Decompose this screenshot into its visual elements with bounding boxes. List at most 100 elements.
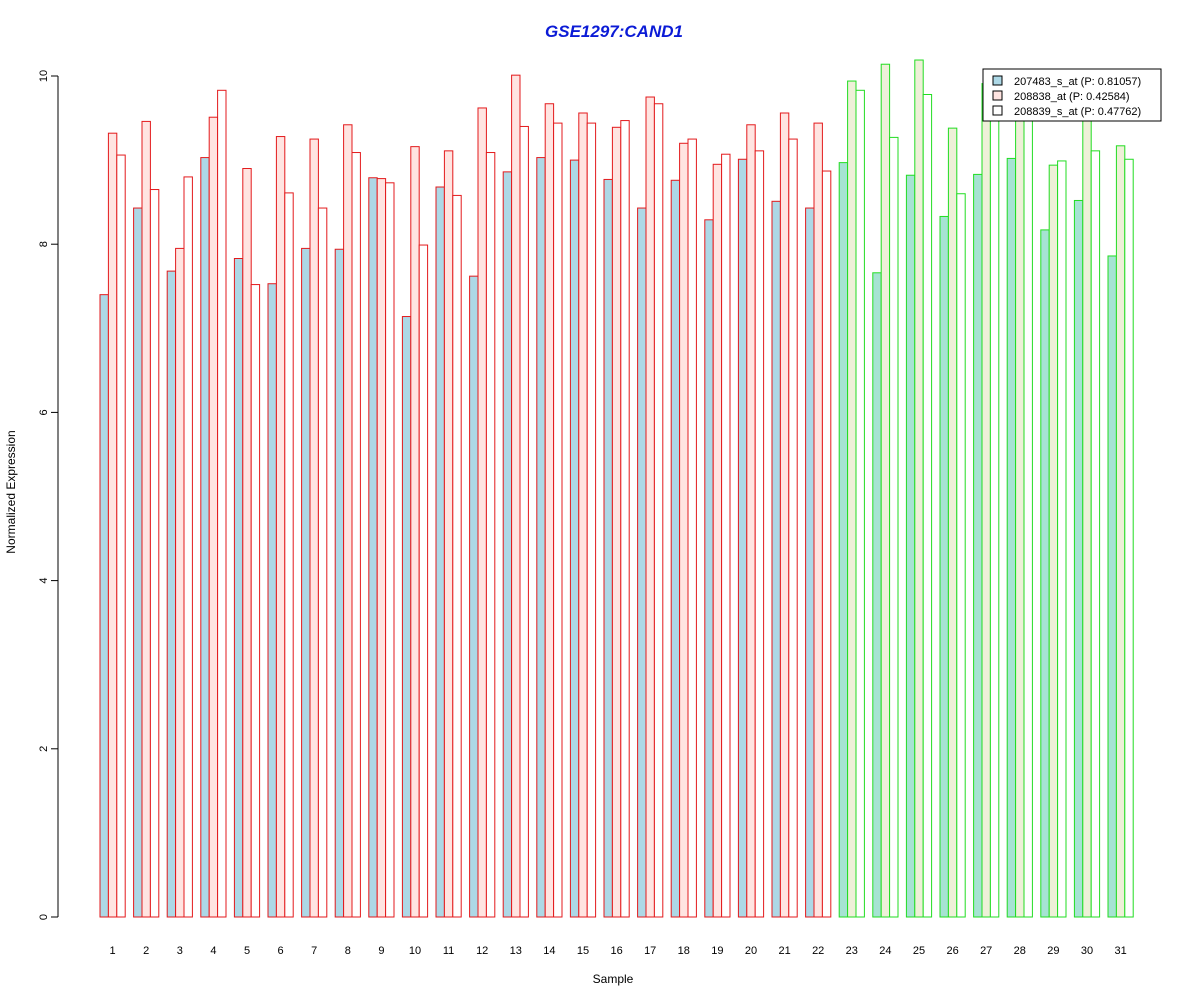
bar-series-2-sample-5 — [242, 168, 252, 918]
sample-group-30 — [1073, 107, 1101, 918]
sample-group-21 — [771, 112, 798, 918]
bar-series-2-sample-20 — [746, 124, 756, 918]
bar-series-2-sample-1 — [107, 132, 118, 918]
bar-series-group — [99, 59, 1134, 918]
bar-series-3-sample-4 — [217, 89, 227, 918]
bar-series-3-sample-10 — [418, 244, 429, 918]
x-tick-label: 15 — [577, 945, 589, 957]
bar-series-2-sample-9 — [376, 178, 387, 918]
bar-series-1-sample-20 — [737, 158, 748, 918]
sample-group-19 — [704, 153, 731, 918]
x-tick-label: 23 — [846, 945, 858, 957]
bar-series-2-sample-19 — [712, 163, 723, 918]
x-tick-label: 4 — [210, 945, 216, 957]
y-tick-label: 2 — [38, 746, 50, 752]
sample-group-23 — [838, 80, 865, 918]
bar-series-3-sample-7 — [317, 207, 328, 918]
bar-series-3-sample-22 — [821, 170, 832, 918]
y-axis-label: Normalized Expression — [4, 430, 18, 553]
x-tick-label: 10 — [409, 945, 421, 957]
bar-series-2-sample-29 — [1048, 164, 1059, 918]
x-tick-label: 25 — [913, 945, 925, 957]
legend-label-3: 208839_s_at (P: 0.47762) — [1014, 106, 1141, 118]
bar-series-3-sample-20 — [754, 150, 765, 918]
sample-group-16 — [603, 120, 630, 918]
y-axis: 0 2 4 6 8 10 — [38, 70, 59, 920]
x-axis-label: Sample — [593, 972, 634, 986]
bar-series-3-sample-8 — [351, 152, 361, 918]
bar-series-2-sample-21 — [779, 112, 790, 918]
sample-group-2 — [133, 120, 160, 918]
bar-series-3-sample-15 — [586, 122, 597, 918]
x-tick-label: 14 — [543, 945, 555, 957]
bar-series-3-sample-12 — [485, 152, 496, 918]
sample-group-8 — [334, 124, 361, 918]
x-tick-label: 22 — [812, 945, 824, 957]
bar-series-1-sample-24 — [872, 272, 882, 918]
x-tick-label: 16 — [610, 945, 622, 957]
bar-series-3-sample-3 — [183, 176, 193, 918]
x-tick-label: 24 — [879, 945, 891, 957]
x-tick-label: 28 — [1014, 945, 1026, 957]
sample-group-6 — [267, 136, 294, 918]
x-axis: 1 2 3 4 5 6 7 8 9 10 11 12 13 14 15 16 17 18 19 20 21 22 23 24 2… — [110, 945, 1127, 957]
x-tick-label: 8 — [345, 945, 351, 957]
chart-title: GSE1297:CAND1 — [545, 22, 683, 41]
bar-series-3-sample-30 — [1090, 150, 1101, 918]
bar-series-1-sample-25 — [905, 174, 916, 918]
bar-series-2-sample-26 — [947, 127, 958, 918]
bar-series-3-sample-14 — [553, 122, 563, 918]
sample-group-17 — [637, 96, 664, 918]
sample-group-27 — [973, 83, 1000, 918]
bar-series-3-sample-27 — [989, 107, 1000, 918]
bar-series-3-sample-13 — [519, 125, 529, 918]
bar-series-3-sample-24 — [889, 136, 899, 918]
bar-series-1-sample-15 — [569, 159, 580, 918]
bar-series-3-sample-23 — [855, 89, 865, 918]
bar-series-3-sample-26 — [956, 193, 966, 918]
bar-series-2-sample-27 — [981, 83, 991, 918]
x-tick-label: 11 — [443, 945, 454, 957]
x-tick-label: 18 — [678, 945, 690, 957]
bar-series-2-sample-23 — [847, 80, 857, 918]
bar-series-1-sample-29 — [1040, 229, 1050, 918]
x-tick-label: 21 — [778, 945, 790, 957]
sample-group-24 — [872, 63, 899, 918]
bar-series-3-sample-2 — [149, 189, 160, 918]
bar-series-1-sample-16 — [603, 178, 613, 918]
y-tick-label: 0 — [38, 914, 50, 920]
bar-series-3-sample-5 — [250, 284, 261, 918]
x-tick-label: 19 — [711, 945, 723, 957]
bar-series-1-sample-19 — [704, 219, 714, 918]
bar-series-2-sample-2 — [141, 120, 151, 918]
sample-group-31 — [1107, 145, 1134, 918]
bar-series-3-sample-31 — [1124, 158, 1134, 918]
sample-group-3 — [166, 176, 193, 918]
legend-label-2: 208838_at (P: 0.42584) — [1014, 91, 1130, 103]
bar-series-1-sample-26 — [939, 215, 949, 918]
sample-group-25 — [905, 59, 933, 918]
x-tick-label: 30 — [1081, 945, 1093, 957]
sample-group-28 — [1006, 107, 1033, 918]
bar-series-1-sample-22 — [805, 207, 815, 918]
x-tick-label: 5 — [244, 945, 250, 957]
bar-series-1-sample-13 — [502, 171, 513, 918]
sample-group-4 — [200, 89, 227, 918]
bar-series-2-sample-16 — [611, 126, 622, 918]
bar-series-2-sample-13 — [511, 74, 521, 918]
bar-series-1-sample-7 — [301, 247, 311, 918]
sample-group-15 — [569, 112, 597, 918]
bar-series-1-sample-1 — [99, 294, 109, 918]
x-tick-label: 13 — [510, 945, 522, 957]
bar-series-1-sample-23 — [838, 162, 849, 918]
bar-series-1-sample-10 — [401, 316, 412, 918]
bar-series-3-sample-21 — [788, 138, 798, 918]
legend: 207483_s_at (P: 0.81057) 208838_at (P: 0.… — [982, 68, 1162, 122]
bar-series-2-sample-25 — [914, 59, 924, 918]
y-tick-label: 8 — [38, 241, 50, 247]
bar-series-2-sample-11 — [443, 150, 454, 918]
x-tick-label: 9 — [378, 945, 384, 957]
bar-series-2-sample-6 — [275, 136, 286, 918]
